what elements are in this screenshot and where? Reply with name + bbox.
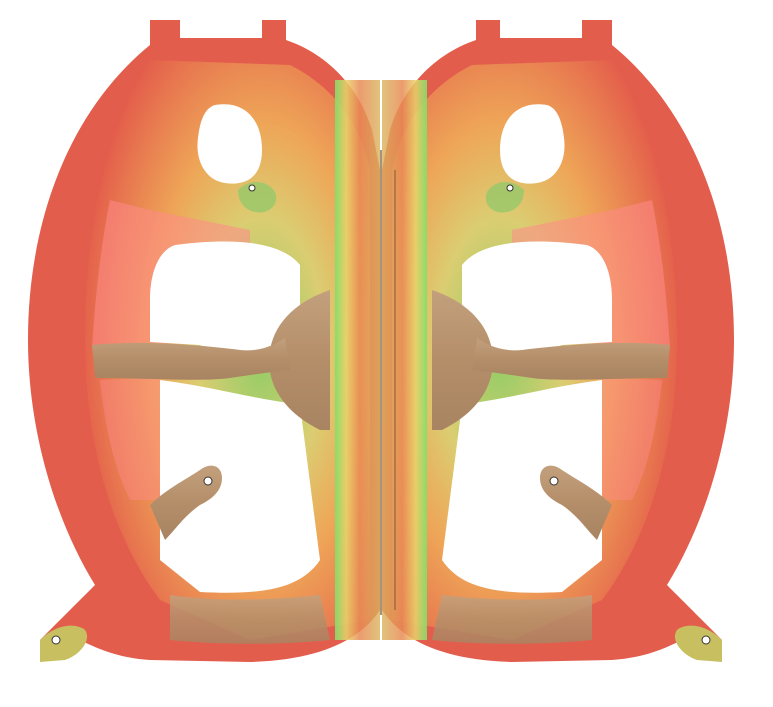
stress-heatmap-view xyxy=(27,19,735,663)
wooden-frame-stress-overlay xyxy=(27,19,735,663)
